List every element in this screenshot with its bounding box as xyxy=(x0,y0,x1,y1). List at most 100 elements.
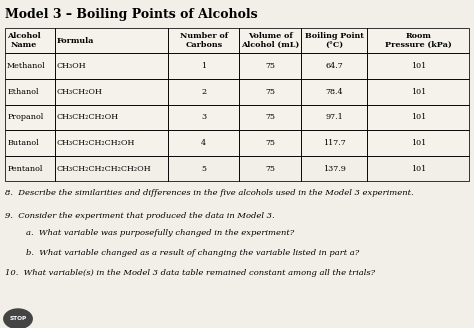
Bar xyxy=(55,28,168,53)
Bar xyxy=(55,28,168,53)
Text: Room
Pressure (kPa): Room Pressure (kPa) xyxy=(385,32,452,49)
Text: 101: 101 xyxy=(410,139,426,147)
Bar xyxy=(301,53,367,79)
Bar xyxy=(367,156,469,181)
Bar xyxy=(168,105,239,130)
Bar xyxy=(301,53,367,79)
Text: 8.  Describe the similarities and differences in the five alcohols used in the M: 8. Describe the similarities and differe… xyxy=(5,189,413,196)
Text: CH₃CH₂CH₂OH: CH₃CH₂CH₂OH xyxy=(57,113,119,121)
Bar xyxy=(367,53,469,79)
Text: CH₃CH₂OH: CH₃CH₂OH xyxy=(57,88,103,96)
Bar xyxy=(367,79,469,105)
Bar xyxy=(5,28,55,53)
Bar xyxy=(301,28,367,53)
Bar xyxy=(367,28,469,53)
Text: 101: 101 xyxy=(410,62,426,70)
Bar xyxy=(55,28,168,53)
Bar xyxy=(239,53,301,79)
Bar xyxy=(5,53,55,79)
Bar xyxy=(301,28,367,53)
Text: 101: 101 xyxy=(410,88,426,96)
Text: 3: 3 xyxy=(201,113,206,121)
Text: Methanol: Methanol xyxy=(7,62,46,70)
Bar xyxy=(168,130,239,156)
Bar xyxy=(5,28,55,53)
Text: Pentanol: Pentanol xyxy=(7,165,43,173)
Bar xyxy=(5,130,55,156)
Text: Butanol: Butanol xyxy=(7,139,39,147)
Text: Volume of
Alcohol (mL): Volume of Alcohol (mL) xyxy=(241,32,299,49)
Bar xyxy=(55,105,168,130)
Bar xyxy=(367,28,469,53)
Text: 75: 75 xyxy=(265,62,275,70)
Text: 10.  What variable(s) in the Model 3 data table remained constant among all the : 10. What variable(s) in the Model 3 data… xyxy=(5,269,375,277)
Bar xyxy=(5,105,55,130)
Bar xyxy=(55,79,168,105)
Bar xyxy=(55,53,168,79)
Bar xyxy=(239,79,301,105)
Text: Formula: Formula xyxy=(57,37,94,45)
Bar xyxy=(301,105,367,130)
Text: Number of
Carbons: Number of Carbons xyxy=(180,32,228,49)
Bar xyxy=(5,156,55,181)
Bar xyxy=(239,79,301,105)
Text: 78.4: 78.4 xyxy=(325,88,343,96)
Text: CH₃OH: CH₃OH xyxy=(57,62,86,70)
Text: Model 3 – Boiling Points of Alcohols: Model 3 – Boiling Points of Alcohols xyxy=(5,8,257,21)
Text: 64.7: 64.7 xyxy=(325,62,343,70)
Bar xyxy=(301,130,367,156)
Text: b.  What variable changed as a result of changing the variable listed in part a?: b. What variable changed as a result of … xyxy=(26,249,359,257)
Bar xyxy=(239,105,301,130)
Text: 75: 75 xyxy=(265,139,275,147)
Bar xyxy=(55,53,168,79)
Text: 5: 5 xyxy=(201,165,206,173)
Text: Propanol: Propanol xyxy=(7,113,43,121)
Bar xyxy=(239,53,301,79)
Text: 75: 75 xyxy=(265,113,275,121)
Text: a.  What variable was purposefully changed in the experiment?: a. What variable was purposefully change… xyxy=(26,229,294,237)
Bar xyxy=(301,28,367,53)
Bar xyxy=(301,79,367,105)
Text: 75: 75 xyxy=(265,165,275,173)
Bar xyxy=(55,79,168,105)
Text: 4: 4 xyxy=(201,139,206,147)
Text: CH₃CH₂CH₂CH₂OH: CH₃CH₂CH₂CH₂OH xyxy=(57,139,135,147)
Bar xyxy=(55,130,168,156)
Bar xyxy=(239,130,301,156)
Bar xyxy=(367,28,469,53)
Bar xyxy=(55,105,168,130)
Bar xyxy=(168,53,239,79)
Text: Boiling Point
(°C): Boiling Point (°C) xyxy=(305,32,364,49)
Bar xyxy=(239,156,301,181)
Bar xyxy=(301,79,367,105)
Bar xyxy=(367,53,469,79)
Bar xyxy=(301,105,367,130)
Bar xyxy=(367,105,469,130)
Text: 2: 2 xyxy=(201,88,206,96)
Bar xyxy=(239,28,301,53)
Bar xyxy=(168,28,239,53)
Bar xyxy=(5,130,55,156)
Bar xyxy=(239,28,301,53)
Text: 101: 101 xyxy=(410,113,426,121)
Text: 97.1: 97.1 xyxy=(325,113,343,121)
Text: STOP: STOP xyxy=(9,316,27,321)
Circle shape xyxy=(4,309,32,328)
Bar xyxy=(367,79,469,105)
Bar xyxy=(168,79,239,105)
Text: 101: 101 xyxy=(410,165,426,173)
Bar xyxy=(239,130,301,156)
Bar xyxy=(367,130,469,156)
Text: Ethanol: Ethanol xyxy=(7,88,38,96)
Bar xyxy=(168,79,239,105)
Bar xyxy=(367,130,469,156)
Bar xyxy=(168,130,239,156)
Text: 9.  Consider the experiment that produced the data in Model 3.: 9. Consider the experiment that produced… xyxy=(5,212,274,220)
Bar xyxy=(168,105,239,130)
Bar xyxy=(55,130,168,156)
Bar xyxy=(5,79,55,105)
Bar xyxy=(168,53,239,79)
Bar xyxy=(239,105,301,130)
Text: 137.9: 137.9 xyxy=(323,165,346,173)
Bar xyxy=(5,79,55,105)
